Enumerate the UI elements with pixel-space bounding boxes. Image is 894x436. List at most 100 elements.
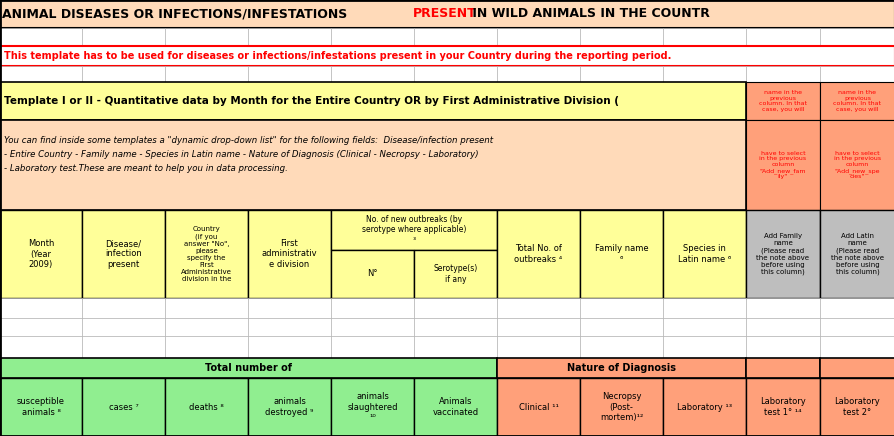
Bar (82, 28, 164, 46)
Bar (82, 378, 164, 436)
Text: deaths ⁸: deaths ⁸ (189, 402, 224, 412)
Text: Add Latin
name
(Please read
the note above
before using
this column): Add Latin name (Please read the note abo… (830, 233, 883, 275)
Bar (746, 120, 819, 210)
Text: No. of new outbreaks (by
serotype where applicable)
³: No. of new outbreaks (by serotype where … (361, 215, 466, 245)
Text: animals
destroyed ⁹: animals destroyed ⁹ (265, 397, 313, 417)
Bar (82, 298, 164, 318)
Text: Template I or II - Quantitative data by Month for the Entire Country OR by First: Template I or II - Quantitative data by … (4, 96, 619, 106)
Bar (662, 66, 746, 82)
Bar (331, 210, 496, 250)
Bar (248, 28, 331, 46)
Text: name in the
previous
column. In that
case, you will: name in the previous column. In that cas… (832, 90, 881, 112)
Bar (746, 66, 819, 82)
Bar (819, 82, 894, 120)
Bar (0, 336, 82, 358)
Bar (331, 28, 414, 46)
Bar (164, 318, 248, 336)
Bar (414, 250, 496, 298)
Bar (331, 318, 414, 336)
Text: Species in
Latin name ⁶: Species in Latin name ⁶ (677, 244, 730, 264)
Text: Disease/
infection
present: Disease/ infection present (105, 239, 142, 269)
Bar (164, 378, 248, 436)
Bar (331, 336, 414, 358)
Bar (496, 318, 579, 336)
Bar (82, 210, 164, 298)
Bar (164, 66, 248, 82)
Bar (496, 298, 579, 318)
Text: have to select
in the previous
column
"Add_new_fam
ily": have to select in the previous column "A… (759, 150, 805, 180)
Text: Add Family
name
(Please read
the note above
before using
this column): Add Family name (Please read the note ab… (755, 233, 808, 275)
Bar (819, 358, 894, 378)
Bar (0, 298, 82, 318)
Bar (414, 336, 496, 358)
Text: have to select
in the previous
column
"Add_new_spe
cies": have to select in the previous column "A… (833, 150, 880, 180)
Text: First
administrativ
e division: First administrativ e division (261, 239, 317, 269)
Bar (819, 28, 894, 46)
Bar (819, 120, 894, 210)
Bar (248, 378, 331, 436)
Text: PRESENT: PRESENT (412, 7, 477, 20)
Bar (0, 28, 82, 46)
Bar (746, 378, 819, 436)
Text: animals
slaughtered
¹⁰: animals slaughtered ¹⁰ (347, 392, 397, 422)
Text: Laboratory
test 1° ¹⁴: Laboratory test 1° ¹⁴ (759, 397, 805, 417)
Bar (248, 298, 331, 318)
Bar (82, 66, 164, 82)
Bar (164, 336, 248, 358)
Bar (414, 378, 496, 436)
Bar (331, 250, 414, 298)
Bar (579, 378, 662, 436)
Bar (579, 318, 662, 336)
Bar (0, 66, 82, 82)
Bar (496, 336, 579, 358)
Bar (414, 298, 496, 318)
Bar (746, 336, 819, 358)
Bar (0, 358, 496, 378)
Bar (579, 66, 662, 82)
Bar (819, 318, 894, 336)
Text: You can find inside some templates a "dynamic drop-down list" for the following : You can find inside some templates a "dy… (4, 136, 493, 145)
Bar (496, 358, 746, 378)
Bar (496, 28, 579, 46)
Text: name in the
previous
column. In that
case, you will: name in the previous column. In that cas… (758, 90, 806, 112)
Bar (662, 28, 746, 46)
Bar (164, 298, 248, 318)
Bar (248, 66, 331, 82)
Bar (414, 66, 496, 82)
Text: Animals
vaccinated: Animals vaccinated (432, 397, 478, 417)
Bar (496, 66, 579, 82)
Bar (819, 378, 894, 436)
Bar (164, 210, 248, 298)
Text: Serotype(s)
if any: Serotype(s) if any (433, 264, 477, 284)
Bar (662, 298, 746, 318)
Text: IN WILD ANIMALS IN THE COUNTR: IN WILD ANIMALS IN THE COUNTR (468, 7, 709, 20)
Bar (0, 210, 82, 298)
Text: This template has to be used for diseases or infections/infestations present in : This template has to be used for disease… (4, 51, 670, 61)
Bar (746, 358, 819, 378)
Text: - Laboratory test.These are meant to help you in data processing.: - Laboratory test.These are meant to hel… (4, 164, 288, 173)
Bar (746, 210, 819, 298)
Text: Nature of Diagnosis: Nature of Diagnosis (567, 363, 675, 373)
Bar (331, 298, 414, 318)
Bar (82, 318, 164, 336)
Bar (662, 336, 746, 358)
Bar (579, 336, 662, 358)
Bar (746, 298, 819, 318)
Bar (579, 210, 662, 298)
Bar (819, 298, 894, 318)
Bar (414, 318, 496, 336)
Bar (82, 336, 164, 358)
Bar (496, 210, 579, 298)
Bar (746, 82, 819, 120)
Text: susceptible
animals ⁸: susceptible animals ⁸ (17, 397, 65, 417)
Bar (331, 66, 414, 82)
Bar (164, 28, 248, 46)
Text: Necropsy
(Post-
mortem)¹²: Necropsy (Post- mortem)¹² (599, 392, 643, 422)
Bar (819, 336, 894, 358)
Bar (0, 120, 746, 210)
Text: Family name
⁶: Family name ⁶ (594, 244, 647, 264)
Text: Laboratory
test 2°: Laboratory test 2° (834, 397, 880, 417)
Bar (331, 378, 414, 436)
Bar (248, 210, 331, 298)
Bar (414, 28, 496, 46)
